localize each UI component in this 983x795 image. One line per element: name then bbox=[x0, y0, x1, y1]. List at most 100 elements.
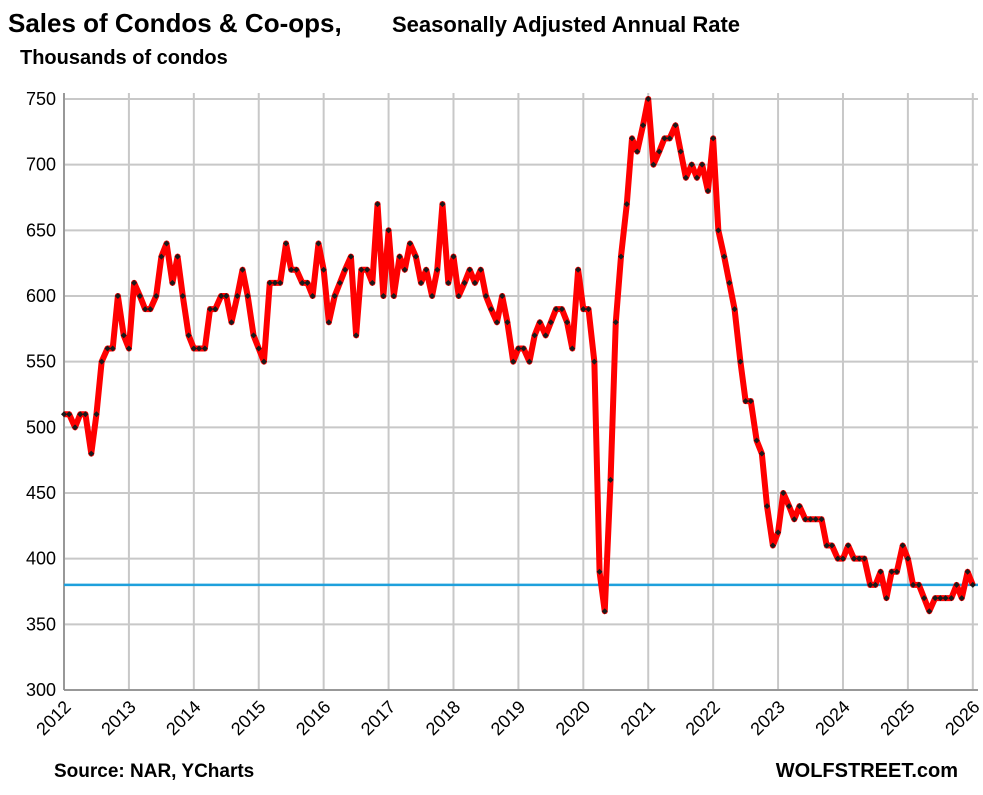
data-point bbox=[77, 411, 84, 418]
data-point bbox=[937, 595, 944, 602]
data-point bbox=[726, 279, 733, 286]
data-point bbox=[867, 581, 874, 588]
data-point bbox=[445, 279, 452, 286]
x-tick-label: 2012 bbox=[32, 697, 74, 739]
data-point bbox=[331, 293, 338, 299]
data-point bbox=[482, 293, 489, 299]
data-point bbox=[109, 345, 116, 352]
data-point bbox=[477, 266, 484, 273]
data-point bbox=[828, 542, 835, 549]
data-point bbox=[682, 174, 689, 181]
data-point bbox=[412, 253, 419, 260]
data-point bbox=[747, 398, 754, 405]
data-point bbox=[255, 345, 262, 352]
data-point bbox=[601, 608, 608, 615]
x-tick-label: 2023 bbox=[746, 697, 788, 739]
data-point bbox=[450, 253, 457, 260]
x-tick-label: 2025 bbox=[876, 697, 918, 739]
chart-title: Sales of Condos & Co-ops, bbox=[8, 8, 342, 38]
data-point bbox=[731, 306, 738, 313]
data-point bbox=[234, 293, 241, 299]
data-point bbox=[634, 148, 641, 155]
data-point bbox=[72, 424, 79, 431]
data-point bbox=[358, 266, 365, 273]
y-tick-label: 350 bbox=[26, 614, 56, 634]
data-point bbox=[775, 529, 782, 536]
data-point bbox=[823, 542, 830, 549]
data-point bbox=[693, 174, 700, 181]
data-point bbox=[93, 411, 100, 418]
data-point bbox=[299, 279, 306, 286]
data-point bbox=[401, 266, 408, 273]
data-point bbox=[385, 227, 392, 234]
data-point bbox=[796, 503, 803, 510]
y-tick-label: 650 bbox=[26, 220, 56, 240]
data-point bbox=[504, 319, 511, 326]
data-point bbox=[526, 358, 533, 365]
data-point bbox=[802, 516, 809, 523]
data-point bbox=[499, 293, 506, 299]
data-point bbox=[921, 595, 928, 602]
data-point bbox=[239, 266, 246, 273]
data-point bbox=[455, 293, 462, 299]
data-point bbox=[147, 306, 154, 313]
data-point bbox=[207, 306, 214, 313]
y-axis-label: Thousands of condos bbox=[20, 47, 228, 69]
data-point bbox=[710, 135, 717, 142]
data-point bbox=[607, 476, 614, 483]
data-point bbox=[585, 306, 592, 313]
data-point bbox=[834, 555, 841, 562]
data-point bbox=[320, 266, 327, 273]
data-point bbox=[536, 319, 543, 326]
data-point bbox=[250, 332, 257, 339]
data-point bbox=[260, 358, 267, 365]
data-point bbox=[283, 240, 290, 247]
y-tick-label: 450 bbox=[26, 483, 56, 503]
data-point bbox=[672, 122, 679, 129]
data-point bbox=[932, 595, 939, 602]
data-point bbox=[807, 516, 814, 523]
y-tick-label: 550 bbox=[26, 352, 56, 372]
data-point bbox=[244, 293, 251, 299]
x-tick-label: 2017 bbox=[357, 697, 399, 739]
data-point bbox=[169, 279, 176, 286]
data-point bbox=[293, 266, 300, 273]
data-point bbox=[325, 319, 332, 326]
data-point bbox=[617, 253, 624, 260]
data-point bbox=[851, 555, 858, 562]
data-point bbox=[877, 568, 884, 575]
data-point bbox=[390, 293, 397, 299]
data-point bbox=[780, 490, 787, 496]
data-point bbox=[623, 201, 630, 208]
data-point bbox=[120, 332, 127, 339]
y-tick-label: 500 bbox=[26, 417, 56, 437]
data-point bbox=[737, 358, 744, 365]
data-point bbox=[769, 542, 776, 549]
data-point bbox=[542, 332, 549, 339]
data-point bbox=[661, 135, 668, 142]
data-point bbox=[656, 148, 663, 155]
data-point bbox=[958, 595, 965, 602]
data-point bbox=[791, 516, 798, 523]
data-point bbox=[564, 319, 571, 326]
data-point bbox=[547, 319, 554, 326]
data-point bbox=[88, 450, 95, 457]
y-tick-label: 300 bbox=[26, 680, 56, 700]
data-point bbox=[185, 332, 192, 339]
data-point bbox=[926, 608, 933, 615]
data-point bbox=[964, 568, 971, 575]
data-point bbox=[666, 135, 673, 142]
data-point bbox=[488, 306, 495, 313]
data-point bbox=[812, 516, 819, 523]
data-point bbox=[645, 96, 652, 102]
x-tick-label: 2022 bbox=[682, 697, 724, 739]
data-point bbox=[309, 293, 316, 299]
data-point bbox=[721, 253, 728, 260]
data-point bbox=[212, 306, 219, 313]
data-point bbox=[163, 240, 170, 247]
data-point bbox=[374, 201, 381, 208]
data-point bbox=[969, 581, 976, 588]
x-tick-label: 2026 bbox=[941, 697, 983, 739]
data-point bbox=[612, 319, 619, 326]
